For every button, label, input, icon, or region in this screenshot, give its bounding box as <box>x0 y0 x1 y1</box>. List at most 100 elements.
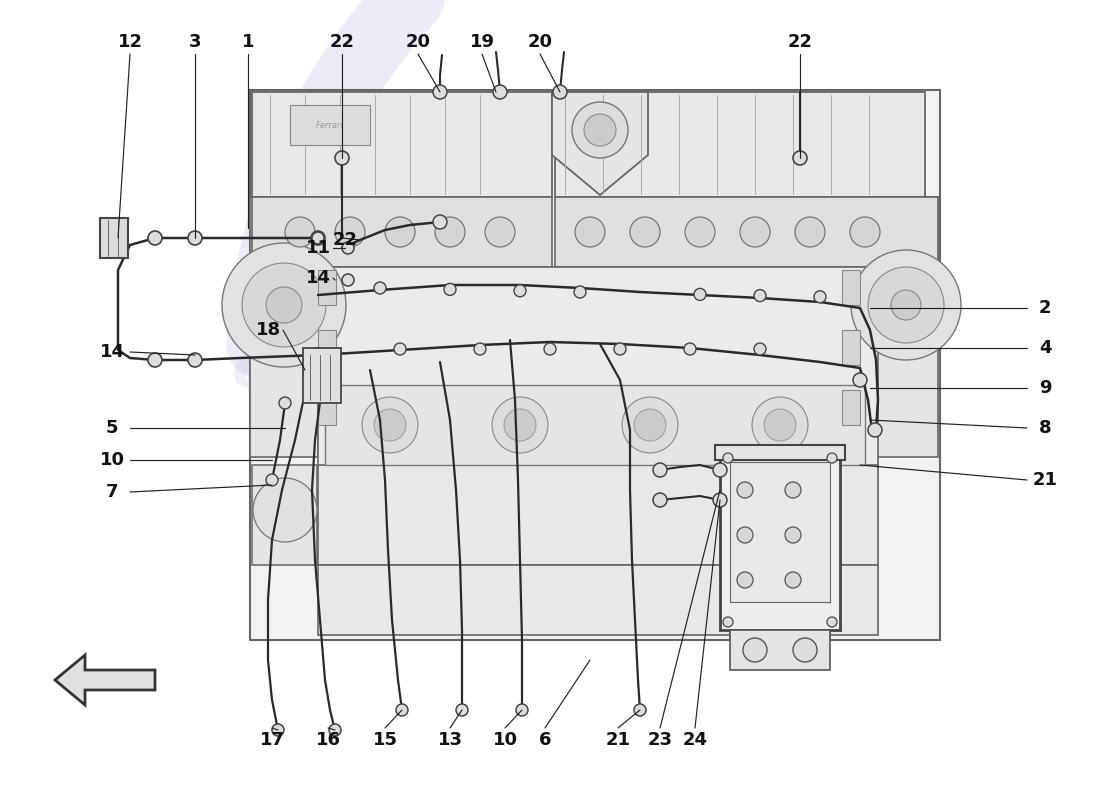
Text: spares: spares <box>375 341 605 399</box>
Circle shape <box>311 348 324 362</box>
Circle shape <box>444 283 456 295</box>
Text: 20: 20 <box>406 33 430 51</box>
Text: 21: 21 <box>605 731 630 749</box>
Circle shape <box>742 638 767 662</box>
Text: 8: 8 <box>1038 419 1052 437</box>
Text: 17: 17 <box>260 731 285 749</box>
Circle shape <box>485 217 515 247</box>
Polygon shape <box>552 92 648 195</box>
Text: 7: 7 <box>106 483 119 501</box>
Circle shape <box>433 85 447 99</box>
Circle shape <box>188 353 202 367</box>
Circle shape <box>685 217 715 247</box>
Circle shape <box>584 114 616 146</box>
Bar <box>252 197 552 267</box>
Text: Ferrari: Ferrari <box>316 121 344 130</box>
Circle shape <box>474 343 486 355</box>
Circle shape <box>456 704 468 716</box>
Bar <box>318 267 878 467</box>
Bar <box>318 390 336 425</box>
Circle shape <box>242 263 326 347</box>
Circle shape <box>188 231 202 245</box>
Circle shape <box>492 397 548 453</box>
Circle shape <box>394 343 406 355</box>
Circle shape <box>851 250 961 360</box>
Circle shape <box>266 287 302 323</box>
Bar <box>290 105 370 145</box>
Circle shape <box>737 482 754 498</box>
Circle shape <box>723 453 733 463</box>
Circle shape <box>795 217 825 247</box>
Bar <box>318 270 336 305</box>
Bar <box>302 348 341 403</box>
Circle shape <box>374 282 386 294</box>
Circle shape <box>575 217 605 247</box>
Circle shape <box>493 85 507 99</box>
Text: euro: euro <box>512 530 669 590</box>
Bar <box>556 197 938 267</box>
Circle shape <box>653 493 667 507</box>
Text: 22: 22 <box>330 33 354 51</box>
Circle shape <box>433 215 447 229</box>
Circle shape <box>396 704 408 716</box>
Text: 2: 2 <box>1038 299 1052 317</box>
Bar <box>720 450 840 630</box>
Text: 24: 24 <box>682 731 707 749</box>
Circle shape <box>764 409 796 441</box>
Circle shape <box>336 217 365 247</box>
Circle shape <box>740 217 770 247</box>
Circle shape <box>868 267 944 343</box>
Text: 23: 23 <box>648 731 672 749</box>
Bar <box>874 197 938 457</box>
Circle shape <box>737 572 754 588</box>
Bar <box>730 630 830 670</box>
Circle shape <box>148 353 162 367</box>
Circle shape <box>852 373 867 387</box>
Bar <box>842 270 860 305</box>
Circle shape <box>827 617 837 627</box>
Bar <box>250 197 318 457</box>
Text: 16: 16 <box>316 731 341 749</box>
Text: 21: 21 <box>1033 471 1057 489</box>
Circle shape <box>336 151 349 165</box>
Text: 12: 12 <box>118 33 143 51</box>
Text: 11: 11 <box>306 239 330 257</box>
Circle shape <box>814 291 826 302</box>
Circle shape <box>514 285 526 297</box>
Bar <box>252 92 552 197</box>
Bar <box>318 565 878 635</box>
Text: 5: 5 <box>106 419 119 437</box>
Circle shape <box>279 397 292 409</box>
Text: 18: 18 <box>255 321 280 339</box>
Text: 20: 20 <box>528 33 552 51</box>
Bar <box>324 385 865 465</box>
Bar <box>842 330 860 365</box>
Circle shape <box>504 409 536 441</box>
Circle shape <box>785 527 801 543</box>
Circle shape <box>285 217 315 247</box>
Circle shape <box>329 724 341 736</box>
Text: 10: 10 <box>99 451 124 469</box>
Circle shape <box>653 463 667 477</box>
Text: 22: 22 <box>332 231 358 249</box>
Circle shape <box>630 217 660 247</box>
Circle shape <box>891 290 921 320</box>
Circle shape <box>342 242 354 254</box>
Circle shape <box>752 397 808 453</box>
Circle shape <box>312 232 324 244</box>
Bar <box>730 462 830 602</box>
Polygon shape <box>250 90 940 640</box>
Circle shape <box>793 638 817 662</box>
Circle shape <box>737 527 754 543</box>
Circle shape <box>544 343 556 355</box>
Circle shape <box>850 217 880 247</box>
Circle shape <box>634 704 646 716</box>
Circle shape <box>266 474 278 486</box>
Circle shape <box>572 102 628 158</box>
Text: 3: 3 <box>189 33 201 51</box>
Bar <box>556 92 925 197</box>
Bar <box>318 465 878 565</box>
Circle shape <box>684 343 696 355</box>
Circle shape <box>793 151 807 165</box>
Circle shape <box>342 274 354 286</box>
